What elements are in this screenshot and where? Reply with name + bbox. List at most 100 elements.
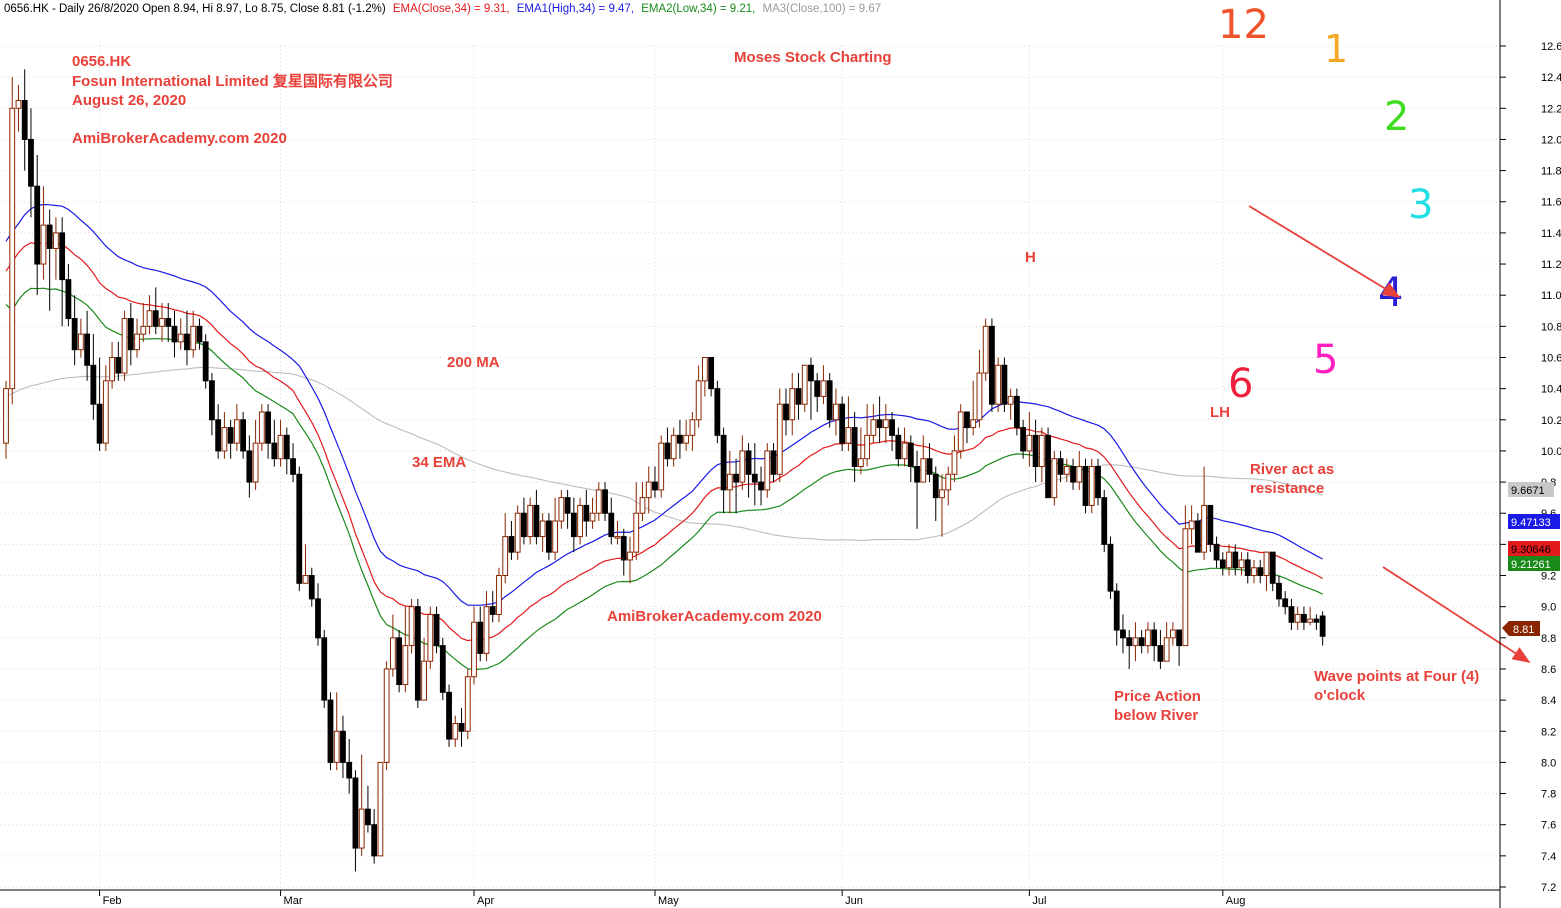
candle [1132, 622, 1139, 662]
candle-body-down [439, 645, 446, 693]
candle-body-down [71, 318, 78, 351]
y-tick-label: 10.8 [1541, 321, 1561, 333]
candle-body-down [246, 450, 253, 483]
y-tick-label: 11.8 [1541, 166, 1561, 178]
candle-body-up [102, 380, 109, 444]
candle [739, 435, 746, 490]
candle [964, 411, 970, 444]
candle [96, 357, 103, 451]
candle [539, 513, 546, 553]
candle [402, 606, 409, 693]
candle-body-down [90, 364, 97, 405]
candle-body-down [1101, 497, 1108, 545]
candle [446, 684, 452, 747]
candle [65, 264, 72, 327]
candle-body-down [1313, 618, 1320, 623]
candle-body-up [970, 419, 977, 429]
candle [1269, 551, 1276, 592]
candle [489, 591, 496, 623]
candle [389, 614, 396, 677]
candle [127, 302, 134, 366]
candle [1176, 629, 1183, 666]
candle-body-down [564, 497, 571, 514]
candle [701, 356, 708, 397]
clock-12: 12 [1218, 2, 1269, 48]
candle-body-up [701, 356, 708, 382]
candle-body-up [945, 473, 952, 491]
candle-body-up [252, 442, 259, 483]
candle [471, 606, 477, 685]
candle [564, 489, 571, 529]
candle-body-up [408, 606, 415, 647]
candle [433, 606, 440, 654]
y-tick-label: 12.6 [1541, 41, 1561, 53]
candle [1145, 622, 1151, 654]
y-axis-ticks: 7.27.47.67.88.08.28.48.68.89.09.29.49.69… [1500, 41, 1561, 894]
date-label: August 26, 2020 [72, 92, 186, 109]
candle [15, 84, 22, 132]
candle [427, 606, 434, 669]
candle [751, 443, 758, 506]
candle [140, 302, 147, 342]
candle [583, 489, 590, 537]
candle-body-down [895, 434, 902, 460]
candle [414, 598, 421, 708]
candle [1188, 505, 1195, 545]
candle [851, 411, 858, 483]
candle [277, 419, 284, 467]
candle [545, 513, 552, 560]
candle-body-down [839, 403, 846, 444]
candle [352, 770, 359, 872]
candle [458, 707, 465, 747]
value-tag-ema-close-text: 9.30646 [1511, 544, 1551, 556]
candle [59, 217, 66, 327]
candle-body-up [502, 536, 509, 577]
candle [346, 739, 353, 794]
candle [970, 380, 977, 436]
ema1-high-34-line [5, 203, 1323, 606]
x-tick-label: Jun [845, 895, 863, 907]
candle [1219, 552, 1226, 576]
candle-body-down [46, 224, 53, 249]
candle-body-down [583, 504, 590, 522]
candle-body-down [876, 419, 883, 429]
candle-body-up [109, 356, 115, 382]
lower-high-label: LH [1210, 404, 1230, 421]
value-tag-ema1-high: 9.47133 [1508, 514, 1560, 529]
candle [695, 365, 702, 428]
ema-close-34-line [5, 241, 1323, 642]
candle-body-down [365, 808, 371, 826]
y-tick-label: 11.6 [1541, 197, 1561, 209]
candle-body-up [939, 489, 945, 499]
candle [939, 474, 945, 537]
candle [246, 435, 253, 498]
candle-body-up [383, 668, 390, 763]
candle-body-down [184, 333, 190, 351]
candle-body-up [140, 325, 147, 335]
candle-body-up [645, 481, 652, 499]
candle [533, 489, 540, 545]
y-tick-label: 7.6 [1541, 820, 1556, 832]
candle [1194, 513, 1201, 553]
candle-body-down [34, 185, 41, 265]
x-tick-label: Aug [1226, 895, 1246, 907]
candle [196, 318, 203, 350]
candle-body-up [801, 364, 808, 405]
candle-body-up [695, 380, 702, 421]
candle [358, 754, 365, 856]
candle [895, 427, 902, 467]
candle-body-up [1201, 504, 1207, 553]
candle-body-down [826, 380, 833, 421]
candle [53, 217, 59, 280]
candle-body-up [976, 372, 983, 421]
candle [21, 69, 28, 171]
candle [171, 310, 178, 358]
candle-body-up [258, 411, 265, 444]
candle [608, 497, 615, 545]
candle [365, 785, 371, 833]
candle-body-up [333, 730, 340, 763]
candle [845, 396, 852, 451]
ma100-line-group [5, 366, 1323, 542]
candle [639, 482, 646, 522]
candle [689, 411, 696, 451]
